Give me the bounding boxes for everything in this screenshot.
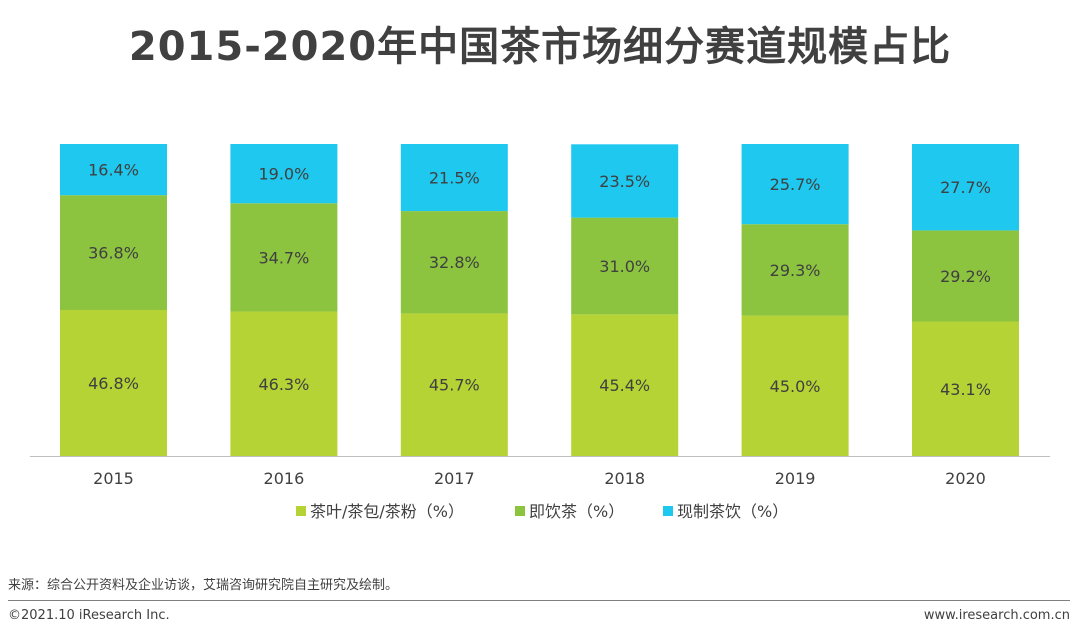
data-label: 19.0%: [258, 165, 309, 184]
website-link[interactable]: www.iresearch.com.cn: [923, 608, 1070, 623]
bar-segment-2018-2: [571, 144, 679, 218]
data-label: 46.8%: [88, 374, 139, 393]
data-label: 34.7%: [258, 248, 309, 267]
x-tick-label: 2015: [93, 469, 134, 488]
data-label: 27.7%: [940, 178, 991, 197]
legend-swatch: [663, 506, 673, 516]
bar-segment-2018-0: [571, 314, 679, 456]
data-label: 25.7%: [770, 175, 821, 194]
x-tick-label: 2018: [604, 469, 645, 488]
copyright-text: ©2021.10 iResearch Inc.: [8, 608, 170, 623]
source-note: 来源：综合公开资料及企业访谈，艾瑞咨询研究院自主研究及绘制。: [8, 578, 399, 593]
bar-segment-2016-0: [230, 311, 338, 456]
data-label: 32.8%: [429, 253, 480, 272]
bar-segment-2015-2: [60, 144, 167, 196]
chart-title: 2015-2020年中国茶市场细分赛道规模占比: [128, 24, 952, 70]
x-tick-label: 2017: [434, 469, 475, 488]
data-label: 31.0%: [599, 257, 650, 276]
data-label: 23.5%: [599, 172, 650, 191]
bar-segment-2017-2: [400, 144, 508, 212]
bar-segment-2020-0: [912, 321, 1019, 456]
data-label: 16.4%: [88, 161, 139, 180]
legend-item: 现制茶饮（%）: [677, 502, 788, 521]
bar-segment-2016-2: [230, 144, 338, 204]
bar-segment-2017-0: [400, 313, 508, 456]
data-label: 46.3%: [258, 375, 309, 394]
bar-segment-2015-1: [60, 195, 167, 310]
bar-segment-2016-1: [230, 203, 338, 312]
bar-segment-2015-0: [60, 309, 167, 456]
legend-swatch: [515, 506, 525, 516]
data-label: 29.3%: [770, 261, 821, 280]
bar-segment-2017-1: [400, 211, 508, 314]
bar-segment-2019-1: [741, 224, 849, 316]
data-label: 36.8%: [88, 244, 139, 263]
footer-divider: [8, 600, 1070, 601]
x-tick-label: 2016: [264, 469, 305, 488]
stacked-bar-chart: 46.8% 36.8% 16.4% 2015 46.3% 34.7% 19.0% 2016 45…: [30, 144, 1050, 521]
data-label: 45.7%: [429, 376, 480, 395]
bar-segment-2020-2: [912, 144, 1019, 231]
data-label: 21.5%: [429, 169, 480, 188]
data-label: 29.2%: [940, 267, 991, 286]
bar-segment-2018-1: [571, 217, 679, 315]
bar-segment-2020-1: [912, 230, 1019, 322]
data-label: 43.1%: [940, 380, 991, 399]
x-tick-label: 2019: [775, 469, 816, 488]
data-label: 45.0%: [770, 377, 821, 396]
bar-segment-2019-2: [741, 144, 849, 225]
data-label: 45.4%: [599, 376, 650, 395]
x-tick-label: 2020: [945, 469, 986, 488]
bar-segment-2019-0: [741, 315, 849, 456]
legend-swatch: [296, 506, 306, 516]
legend-item: 茶叶/茶包/茶粉（%）: [310, 502, 464, 521]
legend-item: 即饮茶（%）: [529, 502, 624, 521]
